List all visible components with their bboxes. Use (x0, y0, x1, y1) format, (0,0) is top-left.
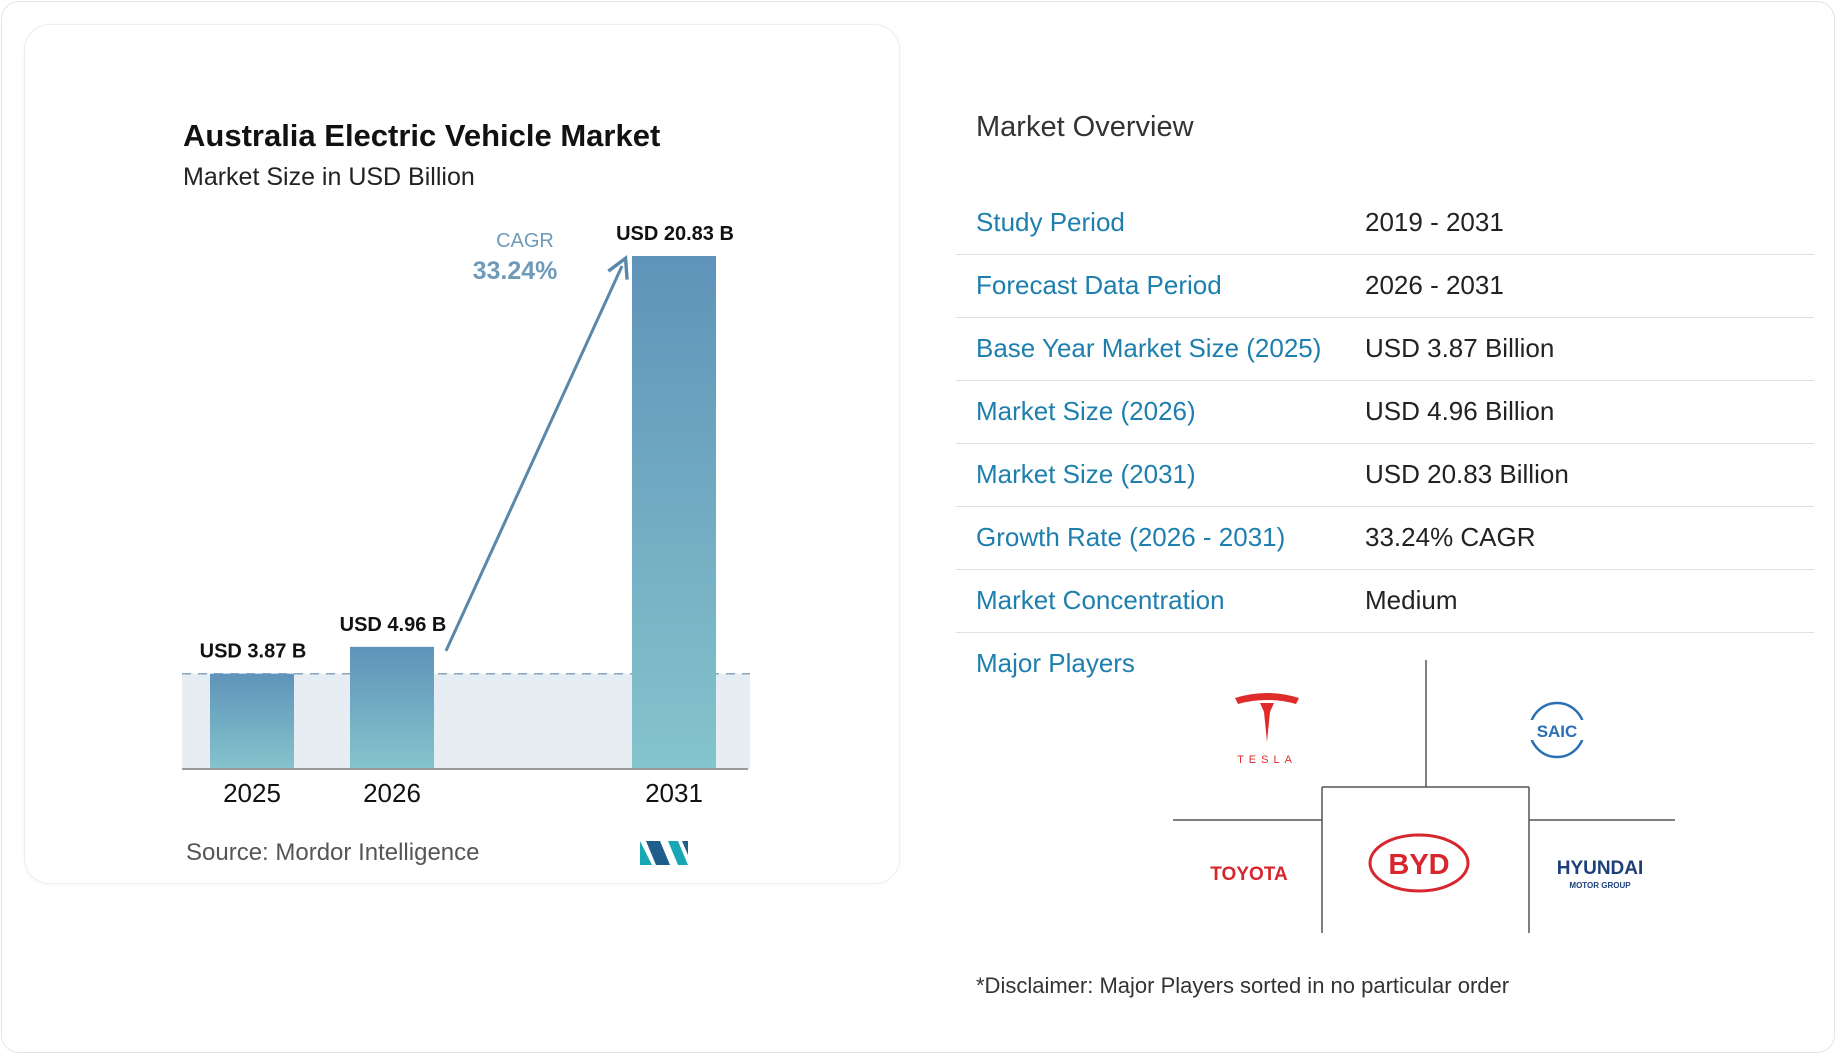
bar-chart: USD 3.87 B 2025 USD 4.96 B 2026 USD 20.83 B 2… (182, 223, 750, 808)
source-text: Source: Mordor Intelligence (186, 839, 480, 866)
cagr-value: 33.24% (473, 257, 558, 285)
saic-wordmark: SAIC (1537, 722, 1578, 741)
overview-label: Market Size (2031) (976, 459, 1196, 489)
overview-row-study-period: Study Period 2019 - 2031 (956, 192, 1814, 255)
overview-value: USD 4.96 Billion (1365, 396, 1555, 426)
overview-row-growth-rate: Growth Rate (2026 - 2031) 33.24% CAGR (956, 507, 1814, 570)
bar-2031 (632, 256, 716, 769)
hyundai-subtext: MOTOR GROUP (1569, 881, 1631, 890)
toyota-logo-icon: TOYOTA (1210, 864, 1288, 885)
overview-value: 33.24% CAGR (1365, 522, 1536, 552)
bar-2025 (210, 673, 294, 769)
overview-value: 2019 - 2031 (1365, 207, 1504, 237)
overview-value: Medium (1365, 585, 1458, 615)
overview-label: Forecast Data Period (976, 270, 1222, 300)
tesla-logo-icon: TESLA (1235, 693, 1299, 766)
overview-table: Study Period 2019 - 2031 Forecast Data P… (956, 192, 1814, 633)
overview-value: USD 20.83 Billion (1365, 459, 1569, 489)
byd-wordmark: BYD (1388, 849, 1449, 881)
value-label-2025: USD 3.87 B (200, 641, 307, 663)
overview-row-base-year-size: Base Year Market Size (2025) USD 3.87 Bi… (956, 318, 1814, 381)
cagr-label: CAGR (496, 230, 554, 252)
overview-row-forecast-period: Forecast Data Period 2026 - 2031 (956, 255, 1814, 318)
chart-subtitle: Market Size in USD Billion (183, 163, 475, 191)
bar-2026 (350, 646, 434, 769)
overview-label: Growth Rate (2026 - 2031) (976, 522, 1286, 552)
tesla-wordmark: TESLA (1237, 754, 1297, 766)
hyundai-logo-icon: HYUNDAI MOTOR GROUP (1557, 858, 1644, 890)
hyundai-wordmark: HYUNDAI (1557, 858, 1644, 879)
value-label-2026: USD 4.96 B (340, 614, 447, 636)
overview-row-market-size-2031: Market Size (2031) USD 20.83 Billion (956, 444, 1814, 507)
byd-logo-icon: BYD (1368, 833, 1470, 893)
overview-label: Market Size (2026) (976, 396, 1196, 426)
x-tick-2026: 2026 (363, 778, 421, 808)
saic-logo-icon: SAIC (1527, 701, 1587, 759)
players-grid-lines (1173, 660, 1675, 933)
overview-value: 2026 - 2031 (1365, 270, 1504, 300)
overview-label: Study Period (976, 207, 1125, 237)
value-label-2031: USD 20.83 B (616, 223, 734, 245)
disclaimer-text: *Disclaimer: Major Players sorted in no … (976, 973, 1510, 998)
overview-row-market-size-2026: Market Size (2026) USD 4.96 Billion (956, 381, 1814, 444)
x-tick-2031: 2031 (645, 778, 703, 808)
x-tick-2025: 2025 (223, 778, 281, 808)
mordor-intelligence-logo-icon (640, 841, 688, 865)
major-players-title: Major Players (976, 648, 1135, 678)
chart-title: Australia Electric Vehicle Market (183, 118, 661, 153)
overview-label: Base Year Market Size (2025) (976, 333, 1322, 363)
market-overview-title: Market Overview (976, 111, 1194, 143)
overview-label: Market Concentration (976, 585, 1225, 615)
major-players-grid: TESLA SAIC TOYOTA BYD HYUNDAI MOTOR GROU… (1173, 660, 1675, 933)
cagr-arrow (444, 266, 622, 652)
overview-row-concentration: Market Concentration Medium (956, 570, 1814, 633)
overview-value: USD 3.87 Billion (1365, 333, 1555, 363)
